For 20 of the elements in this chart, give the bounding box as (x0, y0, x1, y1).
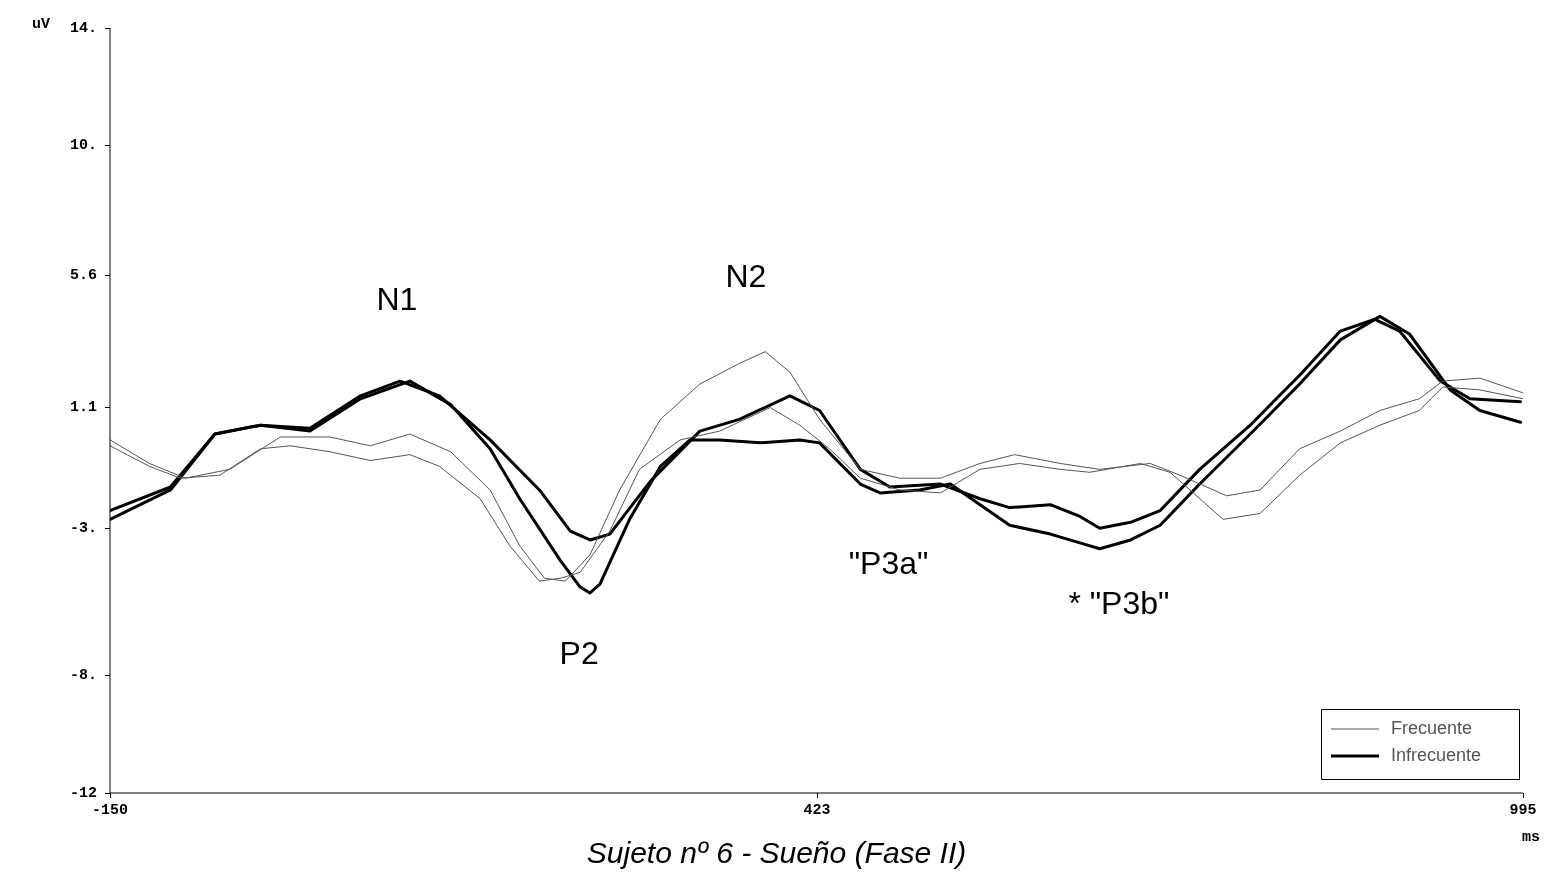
y-axis-title: uV (31, 15, 50, 33)
y-tick-label: 10. (69, 137, 97, 155)
x-axis-title: ms (1521, 828, 1541, 846)
y-tick-label: 5.6 (69, 266, 97, 284)
annotation: "P3a" (848, 544, 929, 581)
y-tick-label: -8. (69, 667, 97, 685)
annotation: N1 (376, 280, 418, 317)
y-tick-label: -3. (69, 519, 97, 537)
y-tick-label: -12 (69, 784, 97, 802)
annotation: N2 (725, 257, 767, 294)
x-tick-label: -150 (91, 801, 129, 819)
y-tick-label: 14. (69, 19, 97, 37)
y-tick-label: 1.1 (69, 399, 97, 417)
legend-label: Frecuente (1391, 717, 1473, 738)
x-tick-label: 423 (803, 801, 831, 819)
legend-label: Infrecuente (1391, 744, 1482, 765)
annotation: * "P3b" (1068, 584, 1170, 621)
x-tick-label: 995 (1509, 801, 1537, 819)
annotation: P2 (559, 635, 599, 672)
text: Sujeto nº 6 - Sueño (Fase II) (586, 836, 967, 870)
